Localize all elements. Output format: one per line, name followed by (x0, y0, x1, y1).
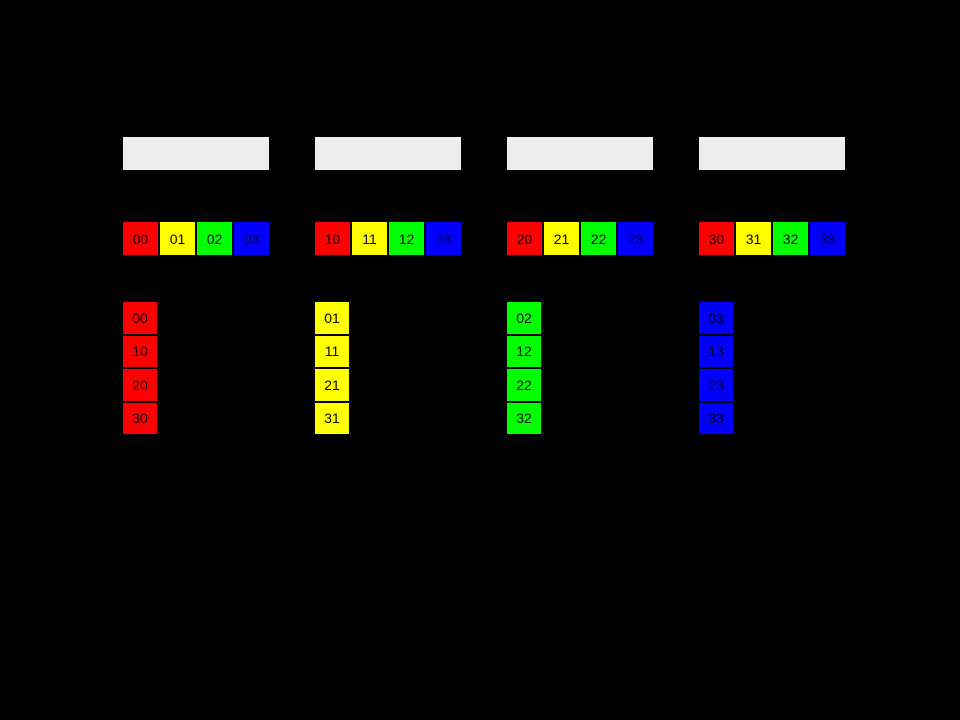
matrix-cell: 11 (352, 222, 387, 255)
matrix-cell: 13 (426, 222, 461, 255)
matrix-cell: 21 (315, 369, 349, 401)
process-group-3: 30 31 32 33 03 13 23 33 (699, 0, 845, 720)
matrix-cell: 30 (123, 402, 157, 434)
row-buffer-0: 00 01 02 03 (123, 222, 269, 255)
matrix-cell: 03 (699, 302, 733, 334)
matrix-cell: 32 (773, 222, 808, 255)
matrix-cell: 20 (507, 222, 542, 255)
matrix-cell: 13 (699, 335, 733, 367)
matrix-cell: 22 (581, 222, 616, 255)
receive-buffer-3 (699, 137, 845, 170)
matrix-cell: 12 (507, 335, 541, 367)
matrix-cell: 10 (123, 335, 157, 367)
column-buffer-0: 00 10 20 30 (123, 302, 157, 434)
matrix-cell: 03 (234, 222, 269, 255)
matrix-cell: 01 (315, 302, 349, 334)
matrix-cell: 02 (197, 222, 232, 255)
process-group-2: 20 21 22 23 02 12 22 32 (507, 0, 653, 720)
matrix-cell: 01 (160, 222, 195, 255)
matrix-cell: 32 (507, 402, 541, 434)
row-buffer-3: 30 31 32 33 (699, 222, 845, 255)
matrix-cell: 23 (699, 369, 733, 401)
matrix-cell: 00 (123, 222, 158, 255)
column-buffer-2: 02 12 22 32 (507, 302, 541, 434)
matrix-cell: 10 (315, 222, 350, 255)
matrix-cell: 11 (315, 335, 349, 367)
matrix-cell: 23 (618, 222, 653, 255)
matrix-cell: 31 (736, 222, 771, 255)
matrix-cell: 02 (507, 302, 541, 334)
receive-buffer-1 (315, 137, 461, 170)
matrix-cell: 00 (123, 302, 157, 334)
matrix-cell: 21 (544, 222, 579, 255)
matrix-cell: 33 (699, 402, 733, 434)
matrix-cell: 31 (315, 402, 349, 434)
row-buffer-1: 10 11 12 13 (315, 222, 461, 255)
matrix-cell: 12 (389, 222, 424, 255)
matrix-cell: 30 (699, 222, 734, 255)
matrix-cell: 20 (123, 369, 157, 401)
matrix-cell: 33 (810, 222, 845, 255)
column-buffer-1: 01 11 21 31 (315, 302, 349, 434)
column-buffer-3: 03 13 23 33 (699, 302, 733, 434)
row-buffer-2: 20 21 22 23 (507, 222, 653, 255)
receive-buffer-2 (507, 137, 653, 170)
matrix-cell: 22 (507, 369, 541, 401)
process-group-1: 10 11 12 13 01 11 21 31 (315, 0, 461, 720)
process-group-0: 00 01 02 03 00 10 20 30 (123, 0, 269, 720)
receive-buffer-0 (123, 137, 269, 170)
